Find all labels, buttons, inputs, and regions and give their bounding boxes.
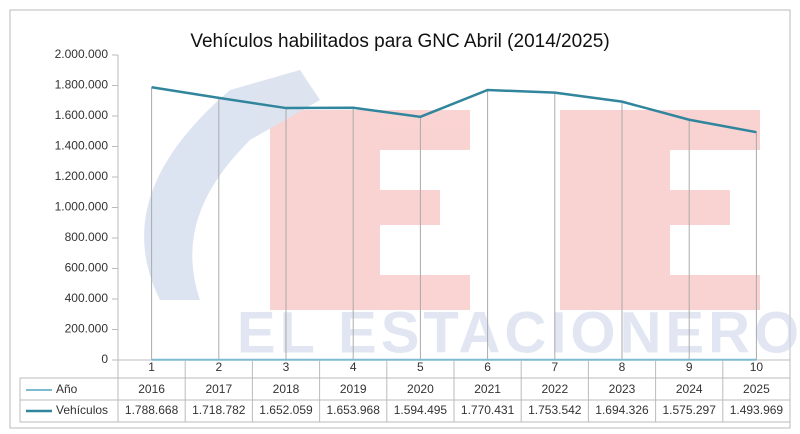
table-cell: 1.753.542 <box>528 403 582 417</box>
legend-label: Vehículos <box>56 403 108 417</box>
y-tick-label: 800.000 <box>65 230 109 244</box>
x-tick-label: 5 <box>417 360 424 374</box>
y-tick-label: 1.600.000 <box>55 108 109 122</box>
legend-label: Año <box>56 382 78 396</box>
chart-title: Vehículos habilitados para GNC Abril (20… <box>190 31 609 52</box>
table-cell: 1.652.059 <box>259 403 313 417</box>
y-tick-label: 1.000.000 <box>55 200 109 214</box>
table-cell: 1.770.431 <box>461 403 515 417</box>
x-tick-label: 6 <box>484 360 491 374</box>
y-tick-label: 1.200.000 <box>55 169 109 183</box>
y-tick-label: 2.000.000 <box>55 47 109 61</box>
y-tick-label: 1.400.000 <box>55 139 109 153</box>
table-cell: 1.493.969 <box>730 403 784 417</box>
x-tick-label: 9 <box>686 360 693 374</box>
x-tick-label: 10 <box>750 360 764 374</box>
table-cell: 2016 <box>138 382 165 396</box>
table-cell: 2017 <box>205 382 232 396</box>
chart-frame <box>9 9 791 429</box>
table-cell: 2025 <box>743 382 770 396</box>
series-line <box>151 85 757 134</box>
x-tick-label: 4 <box>350 360 357 374</box>
table-cell: 2024 <box>676 382 703 396</box>
x-tick-label: 1 <box>148 360 155 374</box>
table-cell: 1.575.297 <box>663 403 717 417</box>
table-cell: 2023 <box>609 382 636 396</box>
table-cell: 2019 <box>340 382 367 396</box>
table-cell: 1.694.326 <box>595 403 649 417</box>
y-tick-label: 600.000 <box>65 261 109 275</box>
table-cell: 2021 <box>474 382 501 396</box>
table-cell: 1.594.495 <box>394 403 448 417</box>
y-tick-label: 0 <box>101 352 108 366</box>
watermark-logo <box>144 70 760 310</box>
y-tick-label: 200.000 <box>65 322 109 336</box>
y-tick-label: 1.800.000 <box>55 78 109 92</box>
x-tick-label: 7 <box>551 360 558 374</box>
table-cell: 2022 <box>541 382 568 396</box>
table-cell: 1.653.968 <box>327 403 381 417</box>
table-cell: 2020 <box>407 382 434 396</box>
y-tick-label: 400.000 <box>65 291 109 305</box>
x-tick-label: 8 <box>619 360 626 374</box>
watermark-text: EL ESTACIONERO <box>237 300 800 365</box>
x-tick-label: 2 <box>215 360 222 374</box>
table-cell: 1.788.668 <box>125 403 179 417</box>
table-cell: 1.718.782 <box>192 403 246 417</box>
table-cell: 2018 <box>273 382 300 396</box>
x-tick-label: 3 <box>283 360 290 374</box>
